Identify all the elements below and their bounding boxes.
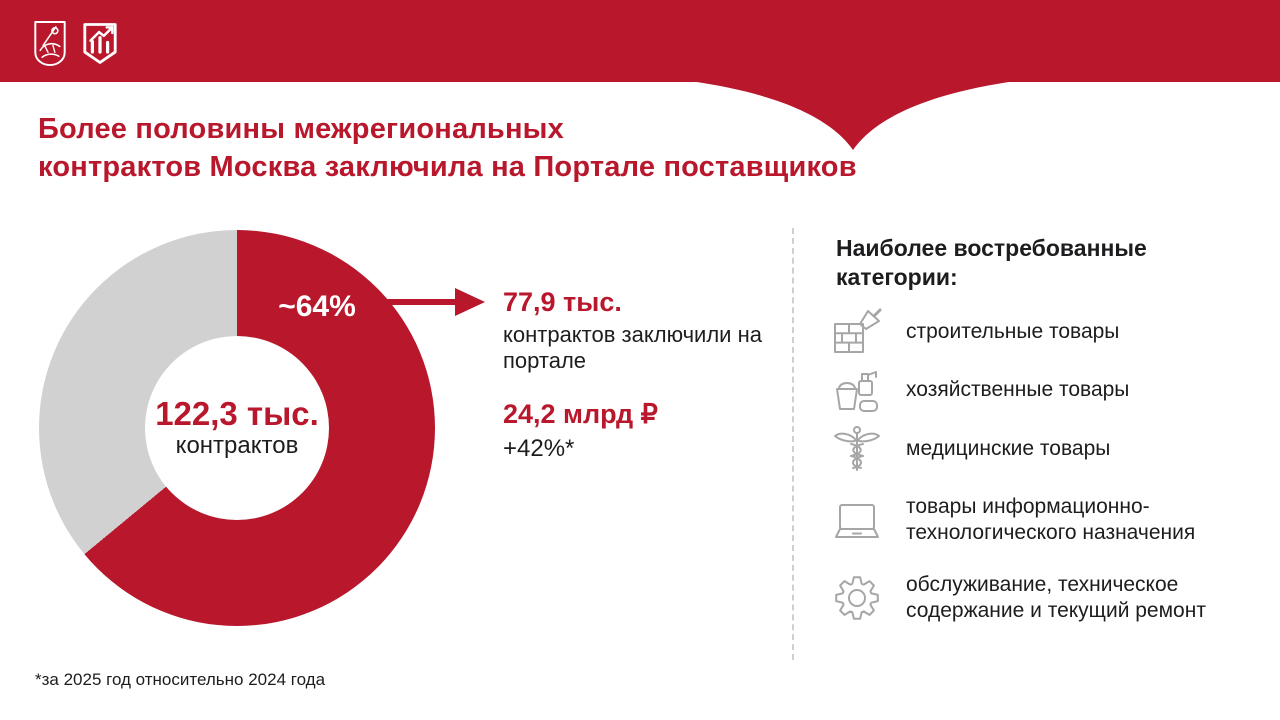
categories-heading: Наиболее востребованные категории: <box>836 235 1147 290</box>
portal-growth-value: +42%* <box>503 435 575 462</box>
donut-center-value: 122,3 тыс. <box>155 395 319 432</box>
portal-contracts-value: 77,9 тыс. <box>503 287 622 317</box>
category-item-medical: медицинские товары <box>830 423 1251 475</box>
category-label: строительные товары <box>906 320 1120 343</box>
category-label: товары информационно-технологического на… <box>906 495 1196 544</box>
donut-center: 122,3 тыс. контрактов <box>145 336 329 520</box>
portal-contracts-stat: 77,9 тыс. контрактов заключили на портал… <box>503 286 773 374</box>
category-label: обслуживание, техническое содержание и т… <box>906 573 1206 622</box>
donut-slice-label: ~64% <box>278 290 356 323</box>
portal-contracts-desc: контрактов заключили на портале <box>503 322 762 373</box>
portal-amount-stat: 24,2 млрд ₽ +42%* <box>503 398 658 463</box>
header-band <box>0 0 1280 82</box>
callout-arrow-icon <box>374 288 485 316</box>
category-item-it: товары информационно-технологического на… <box>830 494 1251 546</box>
donut-center-label: контрактов <box>175 432 299 459</box>
page-title-line1: Более половины межрегиональных <box>38 113 564 145</box>
category-item-construction: строительные товары <box>830 306 1251 358</box>
donut-chart: 122,3 тыс. контрактов <box>39 230 435 626</box>
page-title-line2: контрактов Москва заключила на Портале п… <box>38 151 857 183</box>
category-label: медицинские товары <box>906 437 1111 460</box>
category-item-household: хозяйственные товары <box>830 364 1251 416</box>
category-label: хозяйственные товары <box>906 378 1130 401</box>
household-goods-icon <box>830 364 884 416</box>
portal-amount-value: 24,2 млрд ₽ <box>503 399 658 429</box>
footnote: *за 2025 год относительно 2024 года <box>35 670 326 689</box>
dashed-divider <box>792 228 794 660</box>
category-item-maintenance: обслуживание, техническое содержание и т… <box>830 572 1251 624</box>
bricks-trowel-icon <box>830 306 884 358</box>
caduceus-icon <box>830 423 884 475</box>
supplier-portal-logo-icon <box>81 20 119 67</box>
gear-icon <box>830 572 884 624</box>
header-swoosh-decoration <box>690 81 1016 150</box>
page-title: Более половины межрегиональных контракто… <box>38 110 857 186</box>
logo-group <box>33 20 119 67</box>
laptop-icon <box>830 494 884 546</box>
moscow-coat-of-arms-icon <box>33 20 67 67</box>
